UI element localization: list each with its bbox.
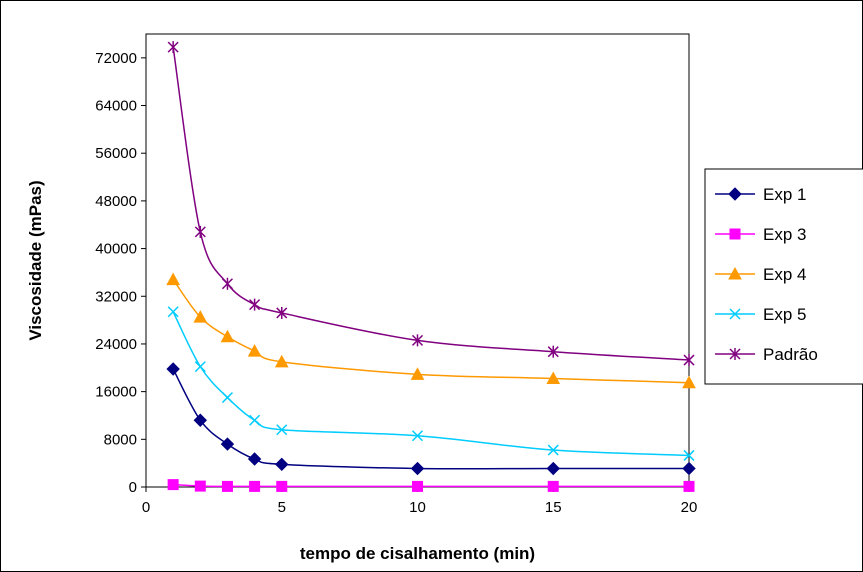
data-point: [276, 306, 288, 319]
data-point: [274, 354, 289, 368]
plot-area: [145, 33, 690, 488]
x-axis-title: tempo de cisalhamento (min): [300, 544, 535, 563]
series-exp-3: [167, 479, 695, 492]
data-point: [276, 424, 288, 436]
data-point: [247, 344, 262, 357]
y-axis-title: Viscosidade (mPas): [26, 180, 45, 340]
data-point: [247, 452, 262, 466]
legend-label: Exp 5: [763, 305, 806, 324]
y-tick-label: 32000: [95, 288, 137, 305]
series-padr-o: [167, 41, 695, 367]
data-point: [249, 298, 261, 311]
y-tick-label: 56000: [95, 145, 137, 162]
legend-item: Exp 3: [715, 225, 806, 244]
series-exp-5: [167, 306, 695, 461]
y-tick-label: 0: [129, 479, 137, 496]
legend-label: Exp 1: [763, 185, 806, 204]
data-point: [193, 310, 208, 323]
legend-label: Padrão: [763, 345, 818, 364]
series-exp-4: [166, 272, 696, 389]
data-point: [221, 277, 233, 290]
x-tick-label: 10: [409, 499, 426, 516]
x-tick-label: 15: [545, 499, 562, 516]
data-point: [193, 413, 208, 427]
data-point: [221, 392, 233, 404]
data-point: [682, 461, 696, 476]
legend: Exp 1 Exp 3 Exp 4 Exp 5 Padrão: [704, 168, 863, 385]
data-point: [167, 306, 179, 318]
data-point: [547, 480, 559, 492]
x-tick-label: 20: [681, 499, 698, 516]
data-point: [547, 444, 559, 456]
legend-marker: [728, 187, 742, 201]
data-point: [167, 479, 179, 491]
legend-item: Exp 1: [715, 185, 806, 204]
plot-border: [145, 33, 690, 488]
data-point: [546, 461, 560, 476]
y-tick-label: 72000: [95, 50, 137, 67]
data-point: [194, 480, 206, 492]
data-point: [166, 362, 180, 376]
legend-marker: [729, 348, 741, 360]
data-point: [249, 480, 261, 492]
data-point: [410, 461, 425, 476]
y-tick-label: 64000: [95, 98, 137, 115]
data-point: [220, 437, 235, 451]
data-point: [683, 480, 695, 492]
data-point: [194, 225, 206, 238]
x-tick-label: 0: [142, 499, 150, 516]
data-point: [276, 480, 288, 492]
data-point: [275, 457, 289, 472]
data-point: [412, 480, 423, 492]
data-point: [683, 449, 695, 461]
data-point: [547, 345, 559, 358]
y-tick-label: 40000: [95, 241, 137, 258]
legend-marker: [728, 266, 742, 280]
data-point: [682, 375, 696, 389]
y-tick-label: 48000: [95, 193, 137, 210]
data-point: [411, 430, 424, 442]
data-point: [166, 272, 180, 286]
data-point: [167, 41, 179, 54]
data-point: [249, 414, 261, 426]
legend-item: Exp 5: [715, 305, 806, 324]
data-point: [194, 361, 206, 373]
series-exp-1: [166, 362, 696, 476]
series-layer: [166, 41, 696, 492]
y-tick-label: 16000: [95, 384, 137, 401]
data-point: [411, 334, 424, 347]
x-tick-label: 5: [278, 499, 286, 516]
legend-label: Exp 4: [763, 265, 806, 284]
data-point: [683, 354, 695, 367]
data-point: [220, 329, 235, 343]
data-point: [410, 367, 425, 380]
legend-item: Padrão: [715, 345, 818, 364]
data-point: [221, 480, 233, 492]
y-tick-label: 8000: [104, 431, 137, 448]
y-tick-label: 24000: [95, 336, 137, 353]
legend-marker: [729, 308, 741, 320]
legend-item: Exp 4: [715, 265, 806, 284]
axes: 0 8000 16000 24000 32000 40000 48000 56000 64000…: [95, 50, 697, 516]
legend-label: Exp 3: [763, 225, 806, 244]
legend-marker: [729, 228, 741, 240]
data-point: [546, 371, 561, 385]
